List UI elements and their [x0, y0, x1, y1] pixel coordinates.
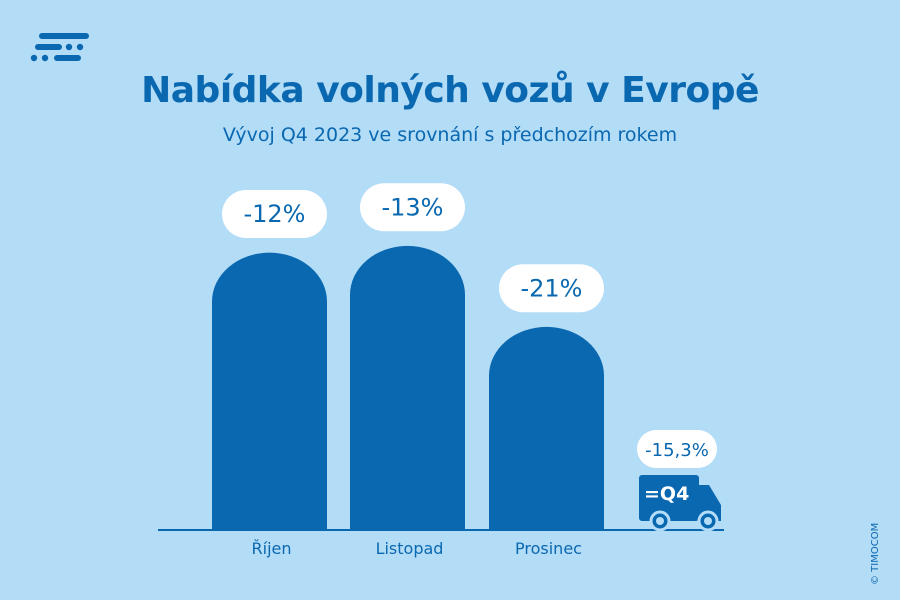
- bar-0: [212, 252, 327, 530]
- x-tick-label: Říjen: [252, 539, 292, 558]
- copyright: © TIMOCOM: [870, 522, 881, 585]
- data-label: -13%: [360, 183, 465, 232]
- data-label: -21%: [499, 264, 604, 313]
- summary-label: =Q4: [644, 483, 689, 505]
- bar-1: [350, 245, 465, 530]
- svg-text:-15,3%: -15,3%: [645, 440, 709, 461]
- logo: [30, 33, 89, 62]
- svg-text:-13%: -13%: [381, 193, 443, 221]
- data-label: -12%: [222, 190, 327, 238]
- svg-text:-21%: -21%: [520, 274, 582, 302]
- bar-2: [489, 326, 604, 530]
- svg-text:-12%: -12%: [243, 200, 305, 228]
- summary-data-label: -15,3%: [637, 430, 717, 468]
- chart-title: Nabídka volných vozů v Evropě: [141, 70, 759, 111]
- x-tick-label: Listopad: [376, 539, 444, 558]
- truck-icon: [639, 475, 721, 532]
- chart-subtitle: Vývoj Q4 2023 ve srovnání s předchozím r…: [222, 124, 678, 146]
- x-tick-label: Prosinec: [515, 539, 582, 558]
